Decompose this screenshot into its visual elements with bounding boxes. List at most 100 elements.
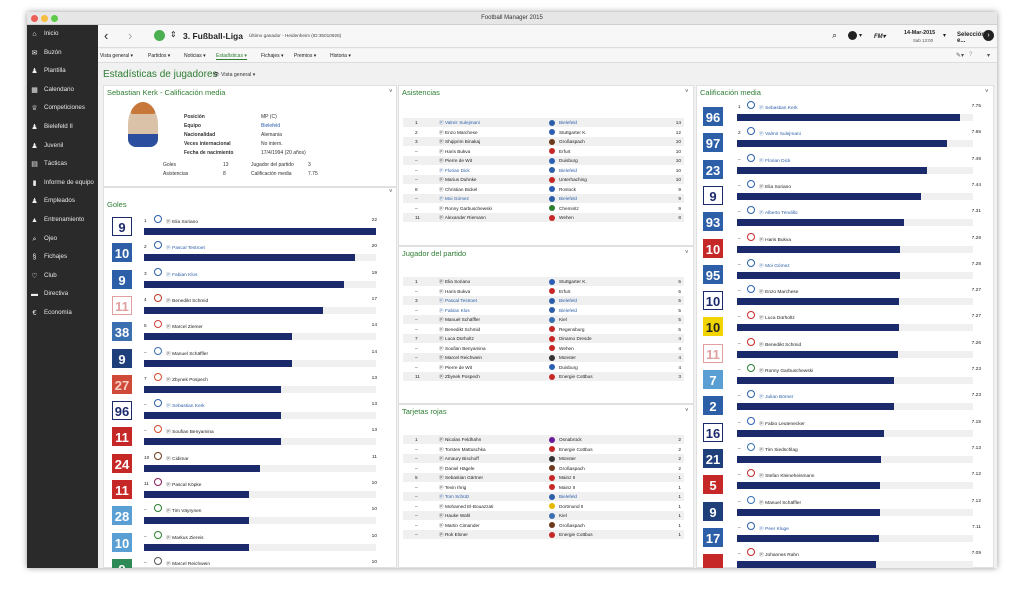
- club-name[interactable]: Bielefeld: [559, 494, 577, 499]
- player-name[interactable]: ⓟ Pierre de Wit: [439, 364, 473, 370]
- calendar-chevron-icon[interactable]: ▾: [943, 33, 947, 39]
- asistencias-row[interactable]: 1 ⓟ Valmir Sulejmani Bielefeld 14: [403, 118, 684, 127]
- player-name[interactable]: ⓟ Tim Väyrynen: [166, 509, 202, 515]
- asistencias-row[interactable]: – ⓟ Ronny Garbuschewski Chemnitz 9: [403, 204, 684, 213]
- chevron-down-icon[interactable]: ˅: [685, 89, 689, 95]
- club-name[interactable]: Energie Cottbus: [559, 374, 593, 379]
- help-icon[interactable]: ?: [969, 52, 973, 58]
- goles-row[interactable]: 9 3 ⓟ Fabian Klos 19: [104, 267, 398, 293]
- player-name[interactable]: ⓟ Valmir Sulejmani: [759, 132, 801, 138]
- rojas-row[interactable]: – ⓟ Daniel Hägele Großaspach 2: [403, 464, 684, 473]
- zoom-window-button[interactable]: [51, 15, 58, 22]
- player-name[interactable]: ⓟ Fabian Klos: [439, 307, 470, 313]
- sidebar-item-t-cticas[interactable]: ▤ Tácticas: [27, 155, 98, 174]
- player-name[interactable]: ⓟ Luca Dürholtz: [759, 316, 795, 322]
- club-name[interactable]: Mainz II: [559, 475, 576, 480]
- player-name[interactable]: ⓟ Manuel Schäffler: [759, 500, 802, 506]
- rating-row[interactable]: 95 – ⓟ Moi Gómez 7.28: [697, 258, 995, 284]
- player-name[interactable]: ⓟ Mohamed El-Bouazzati: [439, 503, 494, 509]
- player-name[interactable]: ⓟ Elia Soriano: [439, 279, 471, 284]
- sidebar-item-entrenamiento[interactable]: ▲ Entrenamiento: [27, 211, 98, 230]
- rojas-row[interactable]: – ⓟ Tevin Ihrig Mainz II 1: [403, 483, 684, 492]
- sidebar-item-club[interactable]: ♡ Club: [27, 267, 98, 286]
- player-name[interactable]: ⓟ Zbynek Pospech: [439, 374, 480, 379]
- close-window-button[interactable]: [31, 15, 38, 22]
- player-name[interactable]: ⓟ Peer Kluge: [759, 526, 789, 532]
- jugador-row[interactable]: 7 ⓟ Luca Dürholtz Dinamo Dresde 4: [403, 334, 684, 343]
- player-name[interactable]: ⓟ Benedikt Schmid: [166, 298, 209, 304]
- rating-row[interactable]: 5 – ⓟ Stefan Kleineheismann 7.12: [697, 468, 995, 495]
- player-name[interactable]: ⓟ Sebastian Gärtner: [439, 475, 484, 480]
- rating-row[interactable]: 17 – ⓟ Peer Kluge 7.11: [697, 521, 995, 547]
- player-name[interactable]: ⓟ Daniel Hägele: [439, 465, 475, 471]
- club-name[interactable]: Bielefeld: [559, 120, 577, 125]
- goles-row[interactable]: 96 – ⓟ Sebastian Kerk 13: [104, 398, 398, 424]
- club-name[interactable]: Wehen: [559, 345, 574, 351]
- rojas-row[interactable]: – ⓟ Amaury Bischoff Münster 2: [403, 454, 684, 463]
- rating-row[interactable]: 9 – ⓟ Elia Soriano 7.44: [697, 179, 995, 205]
- player-name[interactable]: ⓟ Markus Ziereis: [166, 535, 204, 541]
- player-name[interactable]: ⓟ Elia Soriano: [166, 220, 198, 225]
- goles-row[interactable]: 11 4 ⓟ Benedikt Schmid 17: [104, 293, 398, 319]
- club-name[interactable]: Dortmund II: [559, 503, 584, 509]
- club-name[interactable]: Chemnitz: [559, 205, 579, 211]
- chevron-down-icon[interactable]: ▾: [859, 33, 863, 39]
- club-name[interactable]: Osnabrück: [559, 437, 582, 442]
- club-name[interactable]: Münster: [559, 355, 576, 360]
- player-name[interactable]: ⓟ Amaury Bischoff: [439, 456, 479, 461]
- rating-row[interactable]: 97 2 ⓟ Valmir Sulejmani 7.65: [697, 126, 995, 153]
- subnav-item-6[interactable]: Historia ▾: [330, 53, 351, 59]
- club-name[interactable]: Bielefeld: [559, 196, 577, 201]
- player-name[interactable]: ⓟ Fabio Leutenecker: [759, 421, 805, 427]
- edit-icon[interactable]: ✎▾: [956, 53, 965, 59]
- chevron-down-icon[interactable]: ˅: [685, 250, 689, 256]
- player-name[interactable]: ⓟ Haris Bukva: [759, 237, 791, 243]
- rojas-row[interactable]: 5 ⓟ Sebastian Gärtner Mainz II 1: [403, 473, 684, 482]
- chevron-down-icon[interactable]: ▾: [987, 53, 991, 59]
- sidebar-item-econom-a[interactable]: € Economía: [27, 304, 98, 323]
- player-name[interactable]: ⓟ Enzo Marchese: [759, 290, 799, 296]
- goles-row[interactable]: 27 7 ⓟ Zbynek Pospech 13: [104, 372, 398, 398]
- player-name[interactable]: ⓟ Alexander Riemann: [439, 215, 486, 220]
- jugador-row[interactable]: – ⓟ Soufian Benyamina Wehen 4: [403, 344, 684, 353]
- player-name[interactable]: ⓟ Ronny Garbuschewski: [759, 369, 814, 374]
- player-name[interactable]: ⓟ Manuel Schäffler: [166, 351, 209, 357]
- goles-row[interactable]: 24 10 ⓟ Cidimar 11: [104, 451, 398, 477]
- club-name[interactable]: Bielefeld: [559, 298, 577, 303]
- player-name[interactable]: ⓟ Pascal Testroet: [439, 298, 477, 303]
- subnav-item-0[interactable]: Vista general ▾: [100, 53, 133, 59]
- subnav-item-2[interactable]: Noticias ▾: [184, 53, 206, 59]
- player-name[interactable]: ⓟ Sebastian Kerk: [166, 404, 205, 410]
- club-name[interactable]: Erfurt: [559, 288, 571, 294]
- player-name[interactable]: ⓟ Alberto Tendillo: [759, 211, 798, 217]
- rating-row[interactable]: 10 – ⓟ Luca Dürholtz 7.27: [697, 310, 995, 337]
- player-name[interactable]: ⓟ Sebastian Kerk: [759, 106, 798, 111]
- asistencias-row[interactable]: 3 ⓟ Shqiprim Binakaj Großaspach 10: [403, 137, 684, 146]
- player-name[interactable]: ⓟ Tom Schütz: [439, 494, 470, 499]
- club-name[interactable]: Großaspach: [559, 465, 585, 471]
- asistencias-row[interactable]: 11 ⓟ Alexander Riemann Wehen 8: [403, 213, 684, 222]
- continue-button[interactable]: Selección de e...: [957, 32, 994, 44]
- sidebar-item-calendario[interactable]: ▦ Calendario: [27, 81, 98, 100]
- sidebar-item-empleados[interactable]: ♟ Empleados: [27, 192, 98, 211]
- player-name[interactable]: ⓟ Moi Gómez: [759, 263, 790, 269]
- player-name[interactable]: ⓟ Christian Bickel: [439, 186, 478, 192]
- player-name[interactable]: ⓟ Benedikt Schmid: [759, 342, 802, 348]
- forward-arrow-icon[interactable]: ›: [128, 28, 133, 43]
- player-name[interactable]: ⓟ Florian Dick: [759, 158, 791, 164]
- subnav-item-4[interactable]: Fichajes ▾: [261, 53, 284, 59]
- club-name[interactable]: Kiel: [559, 317, 567, 322]
- player-name[interactable]: ⓟ Torsten Mattuschka: [439, 446, 486, 452]
- club-name[interactable]: Großaspach: [559, 522, 585, 528]
- player-name[interactable]: ⓟ Ronny Garbuschewski: [439, 205, 492, 211]
- player-name[interactable]: ⓟ Johannes Rahn: [759, 553, 799, 559]
- rating-row[interactable]: – ⓟ Johannes Rahn 7.09: [697, 547, 995, 568]
- player-name[interactable]: ⓟ Tevin Ihrig: [439, 484, 467, 490]
- jugador-row[interactable]: 11 ⓟ Zbynek Pospech Energie Cottbus 3: [403, 372, 684, 381]
- goles-row[interactable]: 38 5 ⓟ Marcel Ziemer 14: [104, 319, 398, 345]
- player-name[interactable]: ⓟ Nicolas Feldhahn: [439, 437, 482, 442]
- club-name[interactable]: Unterhaching: [559, 177, 587, 182]
- club-name[interactable]: Bielefeld: [559, 167, 577, 173]
- club-name[interactable]: Münster: [559, 456, 576, 461]
- club-name[interactable]: Dinamo Dresde: [559, 336, 592, 341]
